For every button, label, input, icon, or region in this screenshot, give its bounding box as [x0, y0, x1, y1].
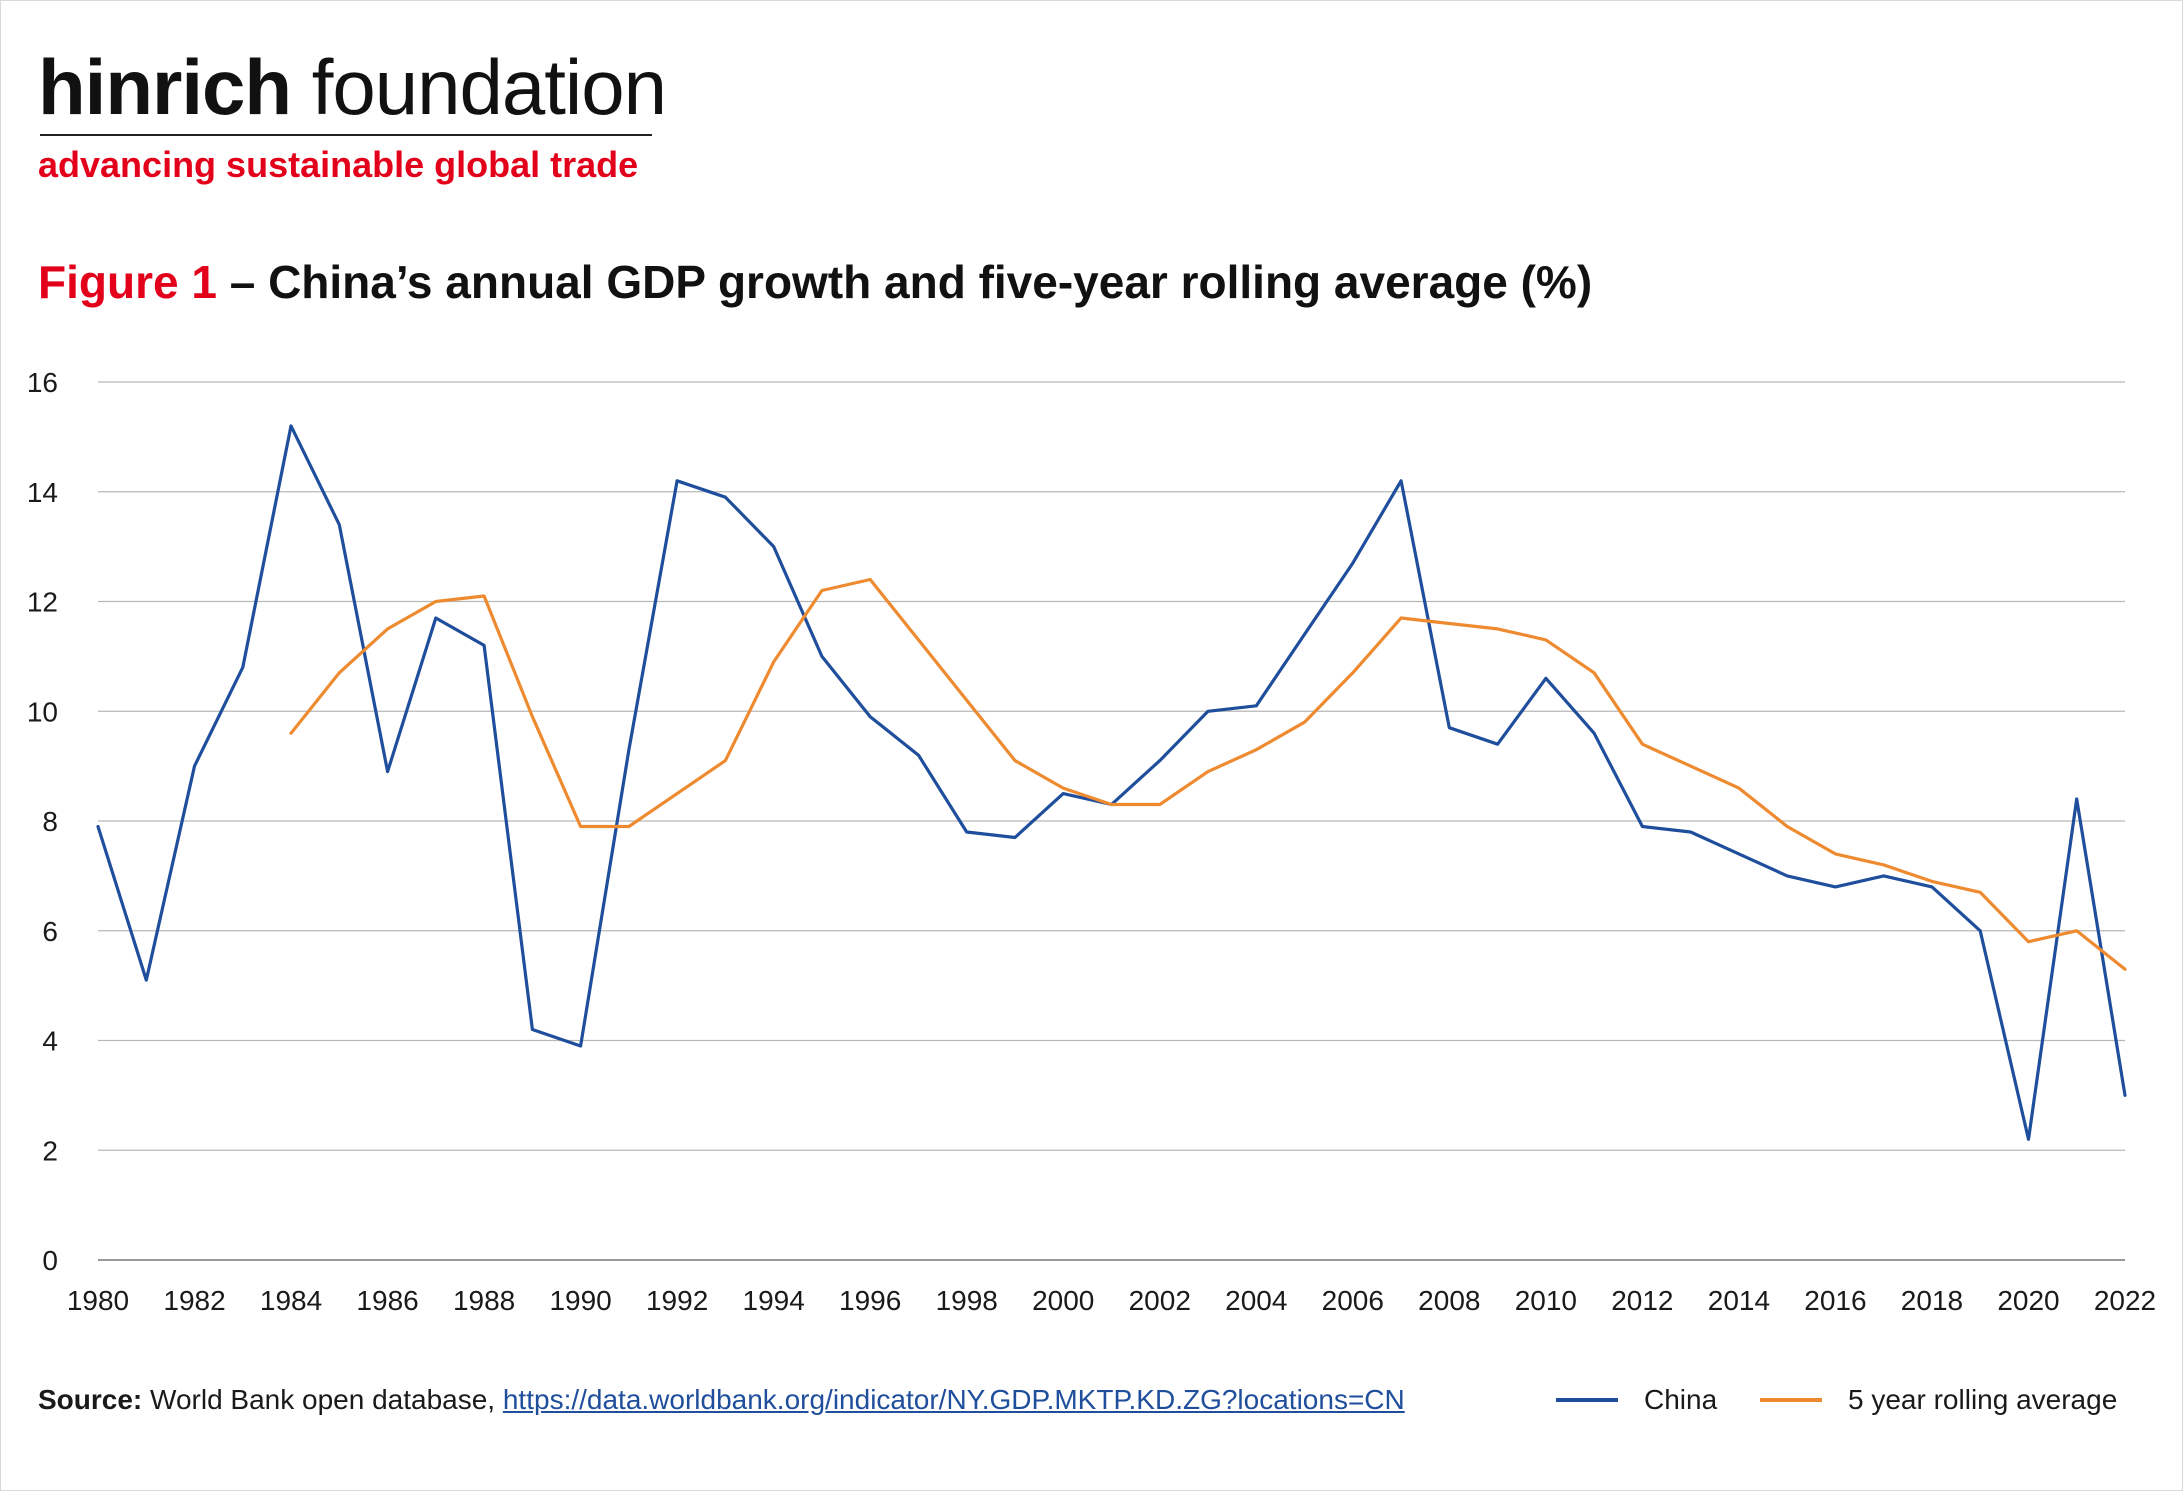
brand-name-light: foundation [311, 43, 667, 131]
brand-logo: hinrich foundation [38, 42, 667, 132]
x-tick-label: 2006 [1322, 1285, 1384, 1316]
y-tick-label: 4 [42, 1026, 58, 1057]
x-tick-label: 1984 [260, 1285, 322, 1316]
legend-item-rolling: 5 year rolling average [1760, 1380, 2117, 1420]
title-text: – China’s annual GDP growth and five-yea… [216, 256, 1593, 308]
source-text: World Bank open database, [142, 1384, 503, 1415]
legend-swatch-rolling [1760, 1398, 1822, 1402]
x-tick-label: 2016 [1804, 1285, 1866, 1316]
y-tick-label: 8 [42, 806, 58, 837]
legend-label-rolling: 5 year rolling average [1848, 1384, 2118, 1415]
figure-label: Figure 1 [38, 256, 217, 308]
x-tick-label: 1994 [743, 1285, 805, 1316]
x-tick-label: 2014 [1708, 1285, 1770, 1316]
series-line-china [96, 424, 2127, 1141]
y-tick-label: 10 [27, 696, 58, 727]
x-axis-ticks: 1980 1982 1984 1986 1988 1990 1992 1994 1996 1998… [67, 1285, 2156, 1316]
x-tick-label: 2010 [1515, 1285, 1577, 1316]
legend-label-china: China [1644, 1384, 1718, 1415]
x-tick-label: 2004 [1225, 1285, 1287, 1316]
y-tick-label: 12 [27, 587, 58, 618]
y-tick-label: 6 [42, 916, 58, 947]
brand-name-bold: hinrich [38, 43, 292, 131]
x-tick-label: 2022 [2094, 1285, 2156, 1316]
series-lines [96, 424, 2127, 1141]
legend-item-china: China [1556, 1380, 1717, 1420]
x-tick-label: 1980 [67, 1285, 129, 1316]
logo-divider [40, 134, 652, 136]
x-tick-label: 2002 [1129, 1285, 1191, 1316]
x-tick-label: 1990 [549, 1285, 611, 1316]
gridlines [98, 381, 2125, 1261]
x-tick-label: 1988 [453, 1285, 515, 1316]
source-label: Source: [38, 1384, 143, 1415]
y-tick-label: 2 [42, 1135, 58, 1166]
legend-swatch-china [1556, 1398, 1618, 1402]
x-tick-label: 2018 [1901, 1285, 1963, 1316]
x-tick-label: 1986 [356, 1285, 418, 1316]
x-tick-label: 1982 [163, 1285, 225, 1316]
y-tick-label: 0 [42, 1245, 58, 1276]
y-axis-ticks: 0 2 4 6 8 10 12 14 16 [27, 367, 58, 1276]
series-line-rolling-average [289, 577, 2127, 971]
source-link[interactable]: https://data.worldbank.org/indicator/NY.… [502, 1384, 1405, 1415]
x-tick-label: 1992 [646, 1285, 708, 1316]
brand-tagline: advancing sustainable global trade [38, 144, 639, 185]
y-tick-label: 14 [27, 477, 58, 508]
source-note: Source: World Bank open database, https:… [38, 1380, 1405, 1420]
x-tick-label: 2000 [1032, 1285, 1094, 1316]
chart-title: Figure 1 – China’s annual GDP growth and… [38, 252, 1592, 312]
x-tick-label: 1996 [839, 1285, 901, 1316]
x-tick-label: 1998 [936, 1285, 998, 1316]
x-tick-label: 2008 [1418, 1285, 1480, 1316]
x-tick-label: 2012 [1611, 1285, 1673, 1316]
x-tick-label: 2020 [1997, 1285, 2059, 1316]
y-tick-label: 16 [27, 367, 58, 398]
